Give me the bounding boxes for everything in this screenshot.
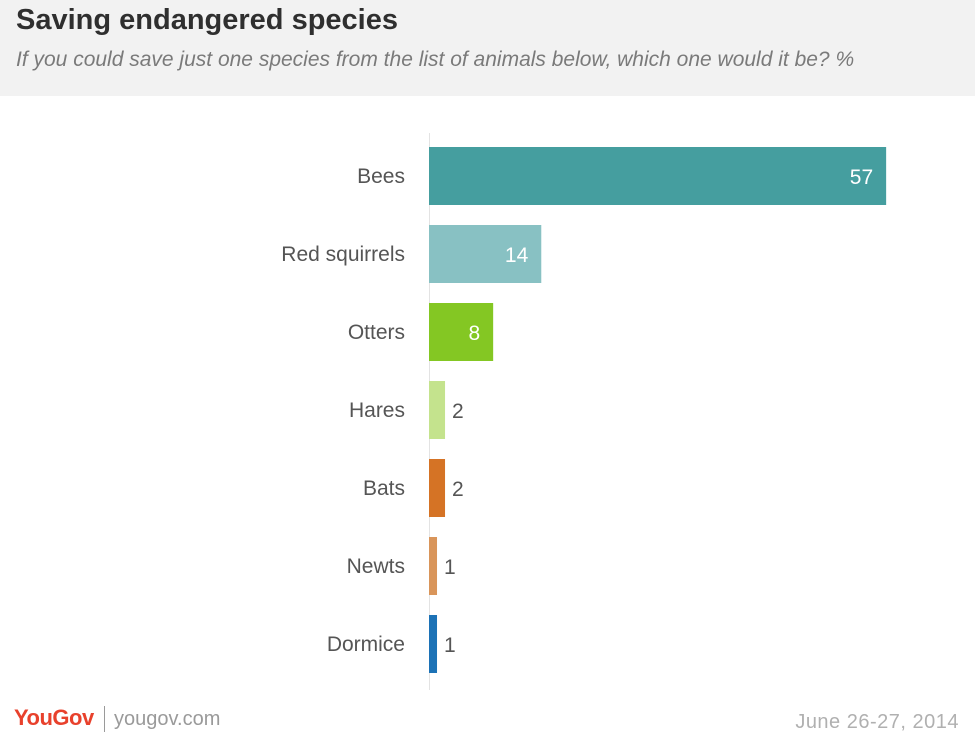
bar-red-squirrels: [429, 225, 542, 283]
footer-site-link[interactable]: yougov.com: [114, 708, 221, 730]
value-label: 2: [452, 478, 464, 501]
value-label: 1: [444, 556, 456, 579]
bar-bees: [429, 147, 887, 205]
category-label: Red squirrels: [281, 243, 405, 266]
yougov-logo: YouGov: [14, 705, 94, 730]
category-label: Newts: [347, 555, 405, 578]
value-label: 1: [444, 634, 456, 657]
category-label: Bats: [363, 477, 405, 500]
bar-newts: [429, 537, 438, 595]
category-label: Bees: [357, 165, 405, 188]
bar-hares: [429, 381, 446, 439]
category-label: Hares: [349, 399, 405, 422]
bar-bats: [429, 459, 446, 517]
bar-dormice: [429, 615, 438, 673]
chart-header: Saving endangered species If you could s…: [0, 0, 975, 96]
category-label: Otters: [348, 321, 405, 344]
footer-divider: [104, 706, 105, 732]
survey-date: June 26-27, 2014: [795, 711, 959, 733]
value-label: 8: [468, 322, 480, 345]
chart-subtitle: If you could save just one species from …: [16, 48, 855, 71]
bars-group: Bees 57 Red squirrels 14 Otters 8 Hares 2 Bats 2 N…: [281, 147, 887, 673]
bar-otters: [429, 303, 494, 361]
category-label: Dormice: [327, 633, 405, 656]
chart-title: Saving endangered species: [16, 4, 398, 36]
value-label: 57: [850, 166, 873, 189]
value-label: 14: [505, 244, 529, 267]
value-label: 2: [452, 400, 464, 423]
